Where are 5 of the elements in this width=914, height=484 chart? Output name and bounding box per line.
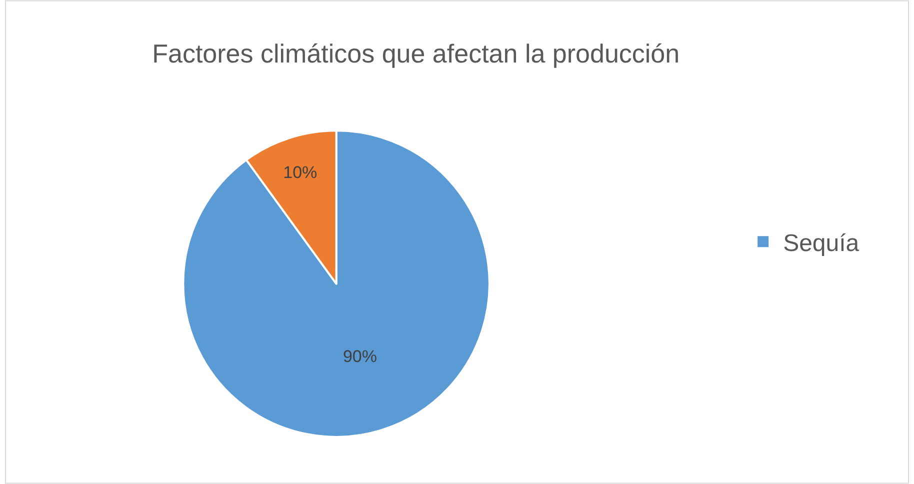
data-label: 90% bbox=[342, 347, 377, 366]
legend-label: Sequía bbox=[783, 230, 860, 257]
data-label: 10% bbox=[283, 163, 318, 182]
pie-slice bbox=[182, 130, 490, 438]
chart-title: Factores climáticos que afectan la producción bbox=[152, 38, 680, 68]
